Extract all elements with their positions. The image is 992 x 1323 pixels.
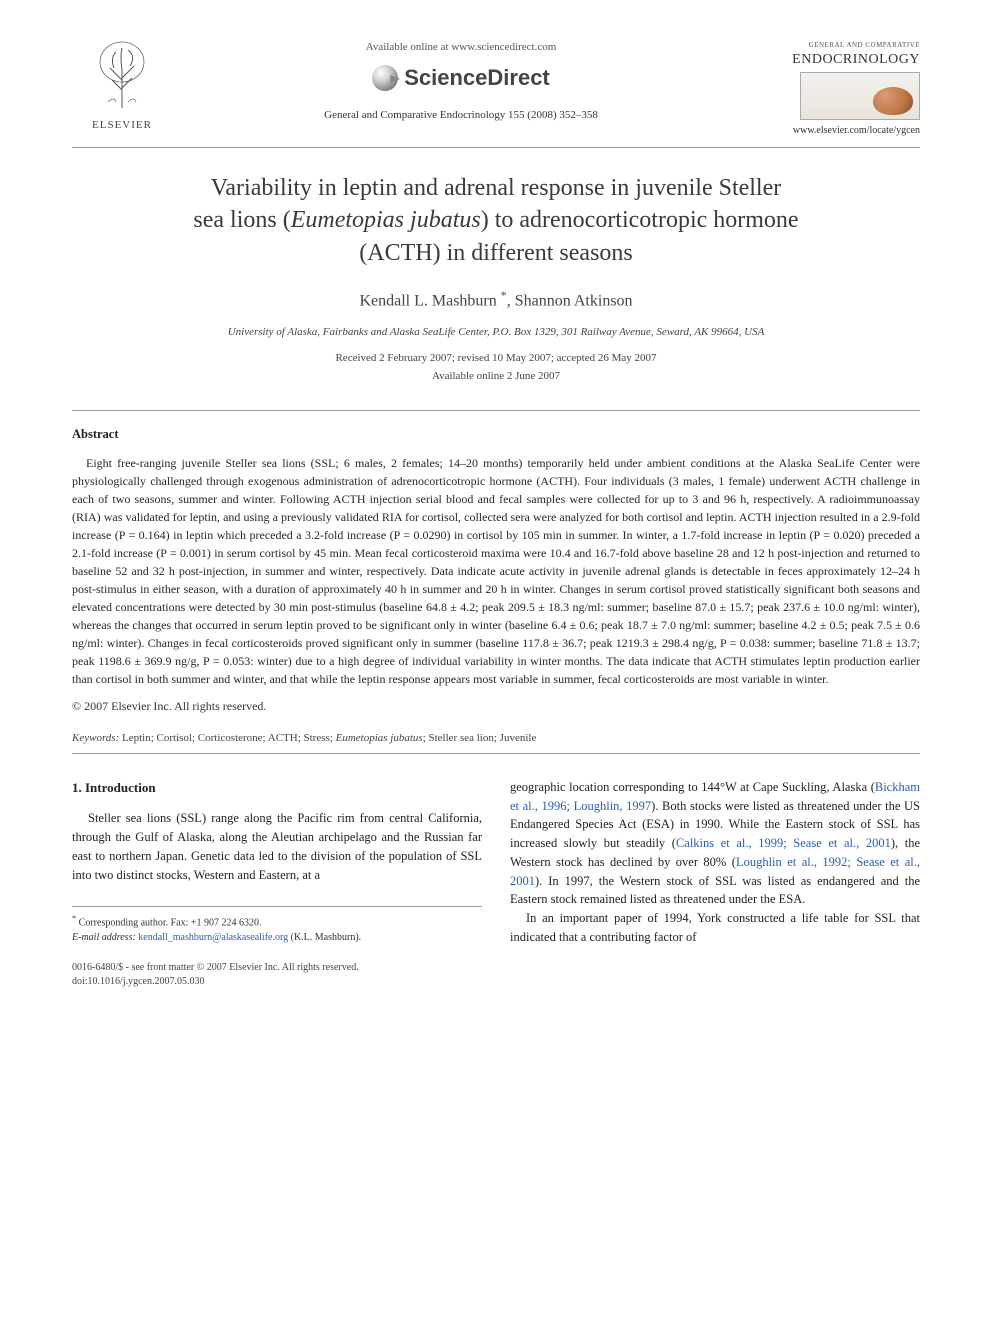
journal-overtitle: GENERAL AND COMPARATIVE (750, 40, 920, 50)
intro-r1d: ). In 1997, the Western stock of SSL was… (510, 874, 920, 907)
corr-footnote-text: Corresponding author. Fax: +1 907 224 63… (79, 918, 262, 929)
journal-cover-block: GENERAL AND COMPARATIVE ENDOCRINOLOGY ww… (750, 40, 920, 139)
journal-header: ELSEVIER Available online at www.science… (72, 40, 920, 139)
email-trail: (K.L. Mashburn). (291, 932, 362, 943)
title-line-1: Variability in leptin and adrenal respon… (211, 175, 782, 201)
affiliation: University of Alaska, Fairbanks and Alas… (72, 325, 920, 341)
keywords-list-pre: Leptin; Cortisol; Corticosterone; ACTH; … (122, 732, 336, 744)
journal-locate-url: www.elsevier.com/locate/ygcen (750, 124, 920, 139)
abstract-copyright: © 2007 Elsevier Inc. All rights reserved… (72, 698, 920, 715)
intro-r1a: geographic location corresponding to 144… (510, 780, 875, 794)
body-columns: 1. Introduction Steller sea lions (SSL) … (72, 778, 920, 947)
abstract-text: Eight free-ranging juvenile Steller sea … (72, 456, 920, 686)
intro-left-para: Steller sea lions (SSL) range along the … (72, 809, 482, 884)
email-label: E-mail address: (72, 932, 136, 943)
available-online-date: Available online 2 June 2007 (72, 369, 920, 385)
authors: Kendall L. Mashburn *, Shannon Atkinson (72, 287, 920, 313)
intro-heading: 1. Introduction (72, 778, 482, 798)
author-2: Shannon Atkinson (515, 292, 633, 309)
corresponding-mark: * (501, 288, 507, 302)
title-line-2-post: ) to adrenocorticotropic hormone (481, 207, 799, 233)
abstract-heading: Abstract (72, 425, 920, 443)
page-footer: 0016-6480/$ - see front matter © 2007 El… (72, 961, 920, 990)
journal-title: ENDOCRINOLOGY (750, 50, 920, 70)
sciencedirect-logo: ScienceDirect (372, 62, 550, 94)
title-species: Eumetopias jubatus (291, 207, 481, 233)
email-footnote: E-mail address: kendall_mashburn@alaskas… (72, 931, 482, 945)
keywords-list-post: ; Steller sea lion; Juvenile (423, 732, 537, 744)
elsevier-tree-icon (92, 40, 152, 110)
intro-right-para-2: In an important paper of 1994, York cons… (510, 909, 920, 947)
title-line-3: (ACTH) in different seasons (359, 240, 633, 266)
sciencedirect-ball-icon (372, 65, 398, 91)
email-link[interactable]: kendall_mashburn@alaskasealife.org (138, 932, 288, 943)
journal-cover-icon (800, 72, 920, 120)
right-column: geographic location corresponding to 144… (510, 778, 920, 947)
keywords-label: Keywords: (72, 732, 119, 744)
available-online-text: Available online at www.sciencedirect.co… (182, 40, 740, 56)
intro-left-text: Steller sea lions (SSL) range along the … (72, 811, 482, 881)
publisher-label: ELSEVIER (72, 118, 172, 134)
journal-reference: General and Comparative Endocrinology 15… (182, 108, 740, 124)
sciencedirect-text: ScienceDirect (404, 62, 550, 94)
abstract-body: Eight free-ranging juvenile Steller sea … (72, 454, 920, 688)
article-dates: Received 2 February 2007; revised 10 May… (72, 351, 920, 367)
doi-text: doi:10.1016/j.ygcen.2007.05.030 (72, 975, 359, 990)
divider (72, 753, 920, 754)
title-line-2-pre: sea lions ( (193, 207, 290, 233)
keywords: Keywords: Leptin; Cortisol; Corticostero… (72, 731, 920, 747)
divider (72, 410, 920, 411)
corresponding-footnote: * Corresponding author. Fax: +1 907 224 … (72, 913, 482, 930)
keywords-species: Eumetopias jubatus (336, 732, 423, 744)
divider (72, 147, 920, 148)
article-title: Variability in leptin and adrenal respon… (82, 172, 910, 269)
front-matter-text: 0016-6480/$ - see front matter © 2007 El… (72, 961, 359, 976)
left-column: 1. Introduction Steller sea lions (SSL) … (72, 778, 482, 947)
author-1: Kendall L. Mashburn (359, 292, 496, 309)
publisher-logo-block: ELSEVIER (72, 40, 172, 134)
footer-left: 0016-6480/$ - see front matter © 2007 El… (72, 961, 359, 990)
footnotes: * Corresponding author. Fax: +1 907 224 … (72, 906, 482, 944)
center-header: Available online at www.sciencedirect.co… (172, 40, 750, 124)
intro-r2: In an important paper of 1994, York cons… (510, 911, 920, 944)
citation-link[interactable]: Calkins et al., 1999; Sease et al., 2001 (676, 836, 891, 850)
intro-right-para-1: geographic location corresponding to 144… (510, 778, 920, 909)
